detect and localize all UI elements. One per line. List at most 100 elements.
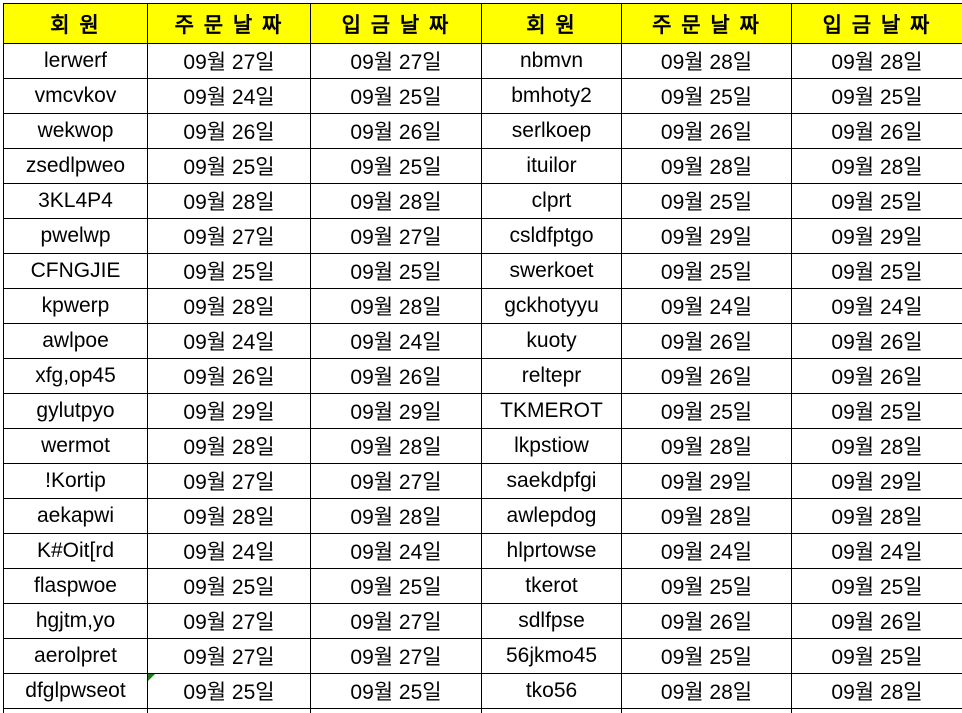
cell-member-right[interactable]: kuoty	[481, 323, 622, 359]
cell-payment-date-right[interactable]: 09월 28일	[791, 673, 962, 709]
cell-payment-date-left[interactable]: 09월 27일	[310, 638, 482, 674]
cell-member-right[interactable]: awlepdog	[481, 498, 622, 534]
cell-member-left[interactable]: lerwerf	[3, 43, 148, 79]
cell-payment-date-left[interactable]: 09월 27일	[310, 218, 482, 254]
column-header-payment-date-left[interactable]: 입 금 날 짜	[310, 3, 482, 44]
cell-member-left[interactable]: awlpoe	[3, 323, 148, 359]
cell-payment-date-left[interactable]: 09월 25일	[310, 253, 482, 289]
cell-member-left[interactable]: xfg,op45	[3, 358, 148, 394]
cell-member-right[interactable]: saekdpfgi	[481, 463, 622, 499]
cell-payment-date-right[interactable]: 09월 25일	[791, 568, 962, 604]
cell-payment-date-left[interactable]: 09월 27일	[310, 463, 482, 499]
cell-payment-date-right[interactable]: 09월 26일	[791, 603, 962, 639]
cell-member-right[interactable]: ituilor	[481, 148, 622, 184]
cell-member-right[interactable]: csldfptgo	[481, 218, 622, 254]
cell-payment-date-left[interactable]: 09월 28일	[310, 428, 482, 464]
cell-member-right[interactable]: sdlfpse	[481, 603, 622, 639]
cell-order-date-right[interactable]: 09월 26일	[621, 603, 792, 639]
cell-member-right[interactable]: lkpstiow	[481, 428, 622, 464]
cell-member-left[interactable]: pwelwp	[3, 218, 148, 254]
cell-payment-date-left[interactable]: 09월 26일	[310, 358, 482, 394]
cell-payment-date-left[interactable]: 09월 27일	[310, 43, 482, 79]
cell-payment-date-left[interactable]: 09월 25일	[310, 148, 482, 184]
cell-member-right[interactable]: 56jkmo45	[481, 638, 622, 674]
cell-payment-date-left[interactable]: 09월 28일	[310, 498, 482, 534]
cell-member-left[interactable]: zsedlpweo	[3, 148, 148, 184]
cell-payment-date-right[interactable]: 09월 26일	[791, 113, 962, 149]
cell-member-left[interactable]: hgjtm,yo	[3, 603, 148, 639]
cell-order-date-left[interactable]: 09월 25일	[147, 253, 311, 289]
cell-order-date-right[interactable]: 09월 24일	[621, 288, 792, 324]
cell-order-date-left[interactable]: 09월 27일	[147, 218, 311, 254]
cell-order-date-right[interactable]: 09월 25일	[621, 393, 792, 429]
cell-payment-date-left[interactable]: 09월 25일	[310, 673, 482, 709]
cell-order-date-right[interactable]: 09월 26일	[621, 323, 792, 359]
cell-payment-date-left[interactable]: 09월 28일	[310, 183, 482, 219]
cell-order-date-right[interactable]: 09월 28일	[621, 498, 792, 534]
cell-member-left[interactable]: aerolpret	[3, 638, 148, 674]
cell-payment-date-left[interactable]: 09월 25일	[310, 568, 482, 604]
cell-payment-date-right[interactable]: 09월 25일	[791, 183, 962, 219]
cell-payment-date-right[interactable]: 09월 25일	[791, 78, 962, 114]
cell-payment-date-left-empty[interactable]	[310, 708, 482, 713]
column-header-member-left[interactable]: 회 원	[3, 3, 148, 44]
cell-payment-date-left[interactable]: 09월 26일	[310, 113, 482, 149]
cell-payment-date-right[interactable]: 09월 28일	[791, 428, 962, 464]
cell-member-left[interactable]: wermot	[3, 428, 148, 464]
cell-payment-date-right[interactable]: 09월 24일	[791, 288, 962, 324]
cell-member-left[interactable]: aekapwi	[3, 498, 148, 534]
cell-order-date-left[interactable]: 09월 27일	[147, 43, 311, 79]
cell-payment-date-left[interactable]: 09월 24일	[310, 533, 482, 569]
cell-order-date-right[interactable]: 09월 25일	[621, 78, 792, 114]
cell-order-date-left[interactable]: 09월 28일	[147, 498, 311, 534]
cell-order-date-right[interactable]: 09월 28일	[621, 43, 792, 79]
column-header-order-date-right[interactable]: 주 문 날 짜	[621, 3, 792, 44]
cell-member-right[interactable]: TKMEROT	[481, 393, 622, 429]
cell-member-right-empty[interactable]	[481, 708, 622, 713]
cell-order-date-right[interactable]: 09월 26일	[621, 358, 792, 394]
cell-payment-date-right[interactable]: 09월 28일	[791, 43, 962, 79]
cell-order-date-right[interactable]: 09월 25일	[621, 638, 792, 674]
cell-order-date-left[interactable]: 09월 25일	[147, 568, 311, 604]
cell-member-right[interactable]: clprt	[481, 183, 622, 219]
cell-order-date-right[interactable]: 09월 28일	[621, 673, 792, 709]
cell-order-date-left[interactable]: 09월 26일	[147, 358, 311, 394]
cell-order-date-right[interactable]: 09월 29일	[621, 218, 792, 254]
cell-payment-date-left[interactable]: 09월 27일	[310, 603, 482, 639]
column-header-member-right[interactable]: 회 원	[481, 3, 622, 44]
cell-order-date-right[interactable]: 09월 28일	[621, 428, 792, 464]
cell-payment-date-left[interactable]: 09월 28일	[310, 288, 482, 324]
cell-member-left[interactable]: CFNGJIE	[3, 253, 148, 289]
cell-order-date-right-empty[interactable]	[621, 708, 792, 713]
cell-order-date-left[interactable]: 09월 26일	[147, 113, 311, 149]
cell-member-left[interactable]: vmcvkov	[3, 78, 148, 114]
cell-payment-date-right[interactable]: 09월 29일	[791, 463, 962, 499]
cell-payment-date-right[interactable]: 09월 28일	[791, 148, 962, 184]
cell-member-left-empty[interactable]	[3, 708, 148, 713]
cell-payment-date-right[interactable]: 09월 28일	[791, 498, 962, 534]
cell-member-left[interactable]: gylutpyo	[3, 393, 148, 429]
cell-member-left[interactable]: wekwop	[3, 113, 148, 149]
cell-order-date-right[interactable]: 09월 28일	[621, 148, 792, 184]
cell-member-left[interactable]: flaspwoe	[3, 568, 148, 604]
cell-order-date-left[interactable]: 09월 24일	[147, 323, 311, 359]
cell-order-date-left[interactable]: 09월 28일	[147, 183, 311, 219]
cell-member-right[interactable]: hlprtowse	[481, 533, 622, 569]
cell-order-date-left[interactable]: 09월 28일	[147, 428, 311, 464]
cell-member-right[interactable]: swerkoet	[481, 253, 622, 289]
cell-order-date-right[interactable]: 09월 29일	[621, 463, 792, 499]
cell-member-left[interactable]: K#Oit[rd	[3, 533, 148, 569]
cell-order-date-left[interactable]: 09월 24일	[147, 533, 311, 569]
cell-payment-date-right[interactable]: 09월 25일	[791, 393, 962, 429]
cell-payment-date-right[interactable]: 09월 29일	[791, 218, 962, 254]
cell-member-right[interactable]: nbmvn	[481, 43, 622, 79]
cell-order-date-left[interactable]: 09월 29일	[147, 393, 311, 429]
cell-member-right[interactable]: gckhotyyu	[481, 288, 622, 324]
cell-payment-date-left[interactable]: 09월 25일	[310, 78, 482, 114]
cell-payment-date-left[interactable]: 09월 29일	[310, 393, 482, 429]
cell-member-left[interactable]: dfglpwseot	[3, 673, 148, 709]
cell-order-date-left[interactable]: 09월 27일	[147, 603, 311, 639]
cell-order-date-right[interactable]: 09월 24일	[621, 533, 792, 569]
cell-member-right[interactable]: tkerot	[481, 568, 622, 604]
cell-order-date-right[interactable]: 09월 26일	[621, 113, 792, 149]
